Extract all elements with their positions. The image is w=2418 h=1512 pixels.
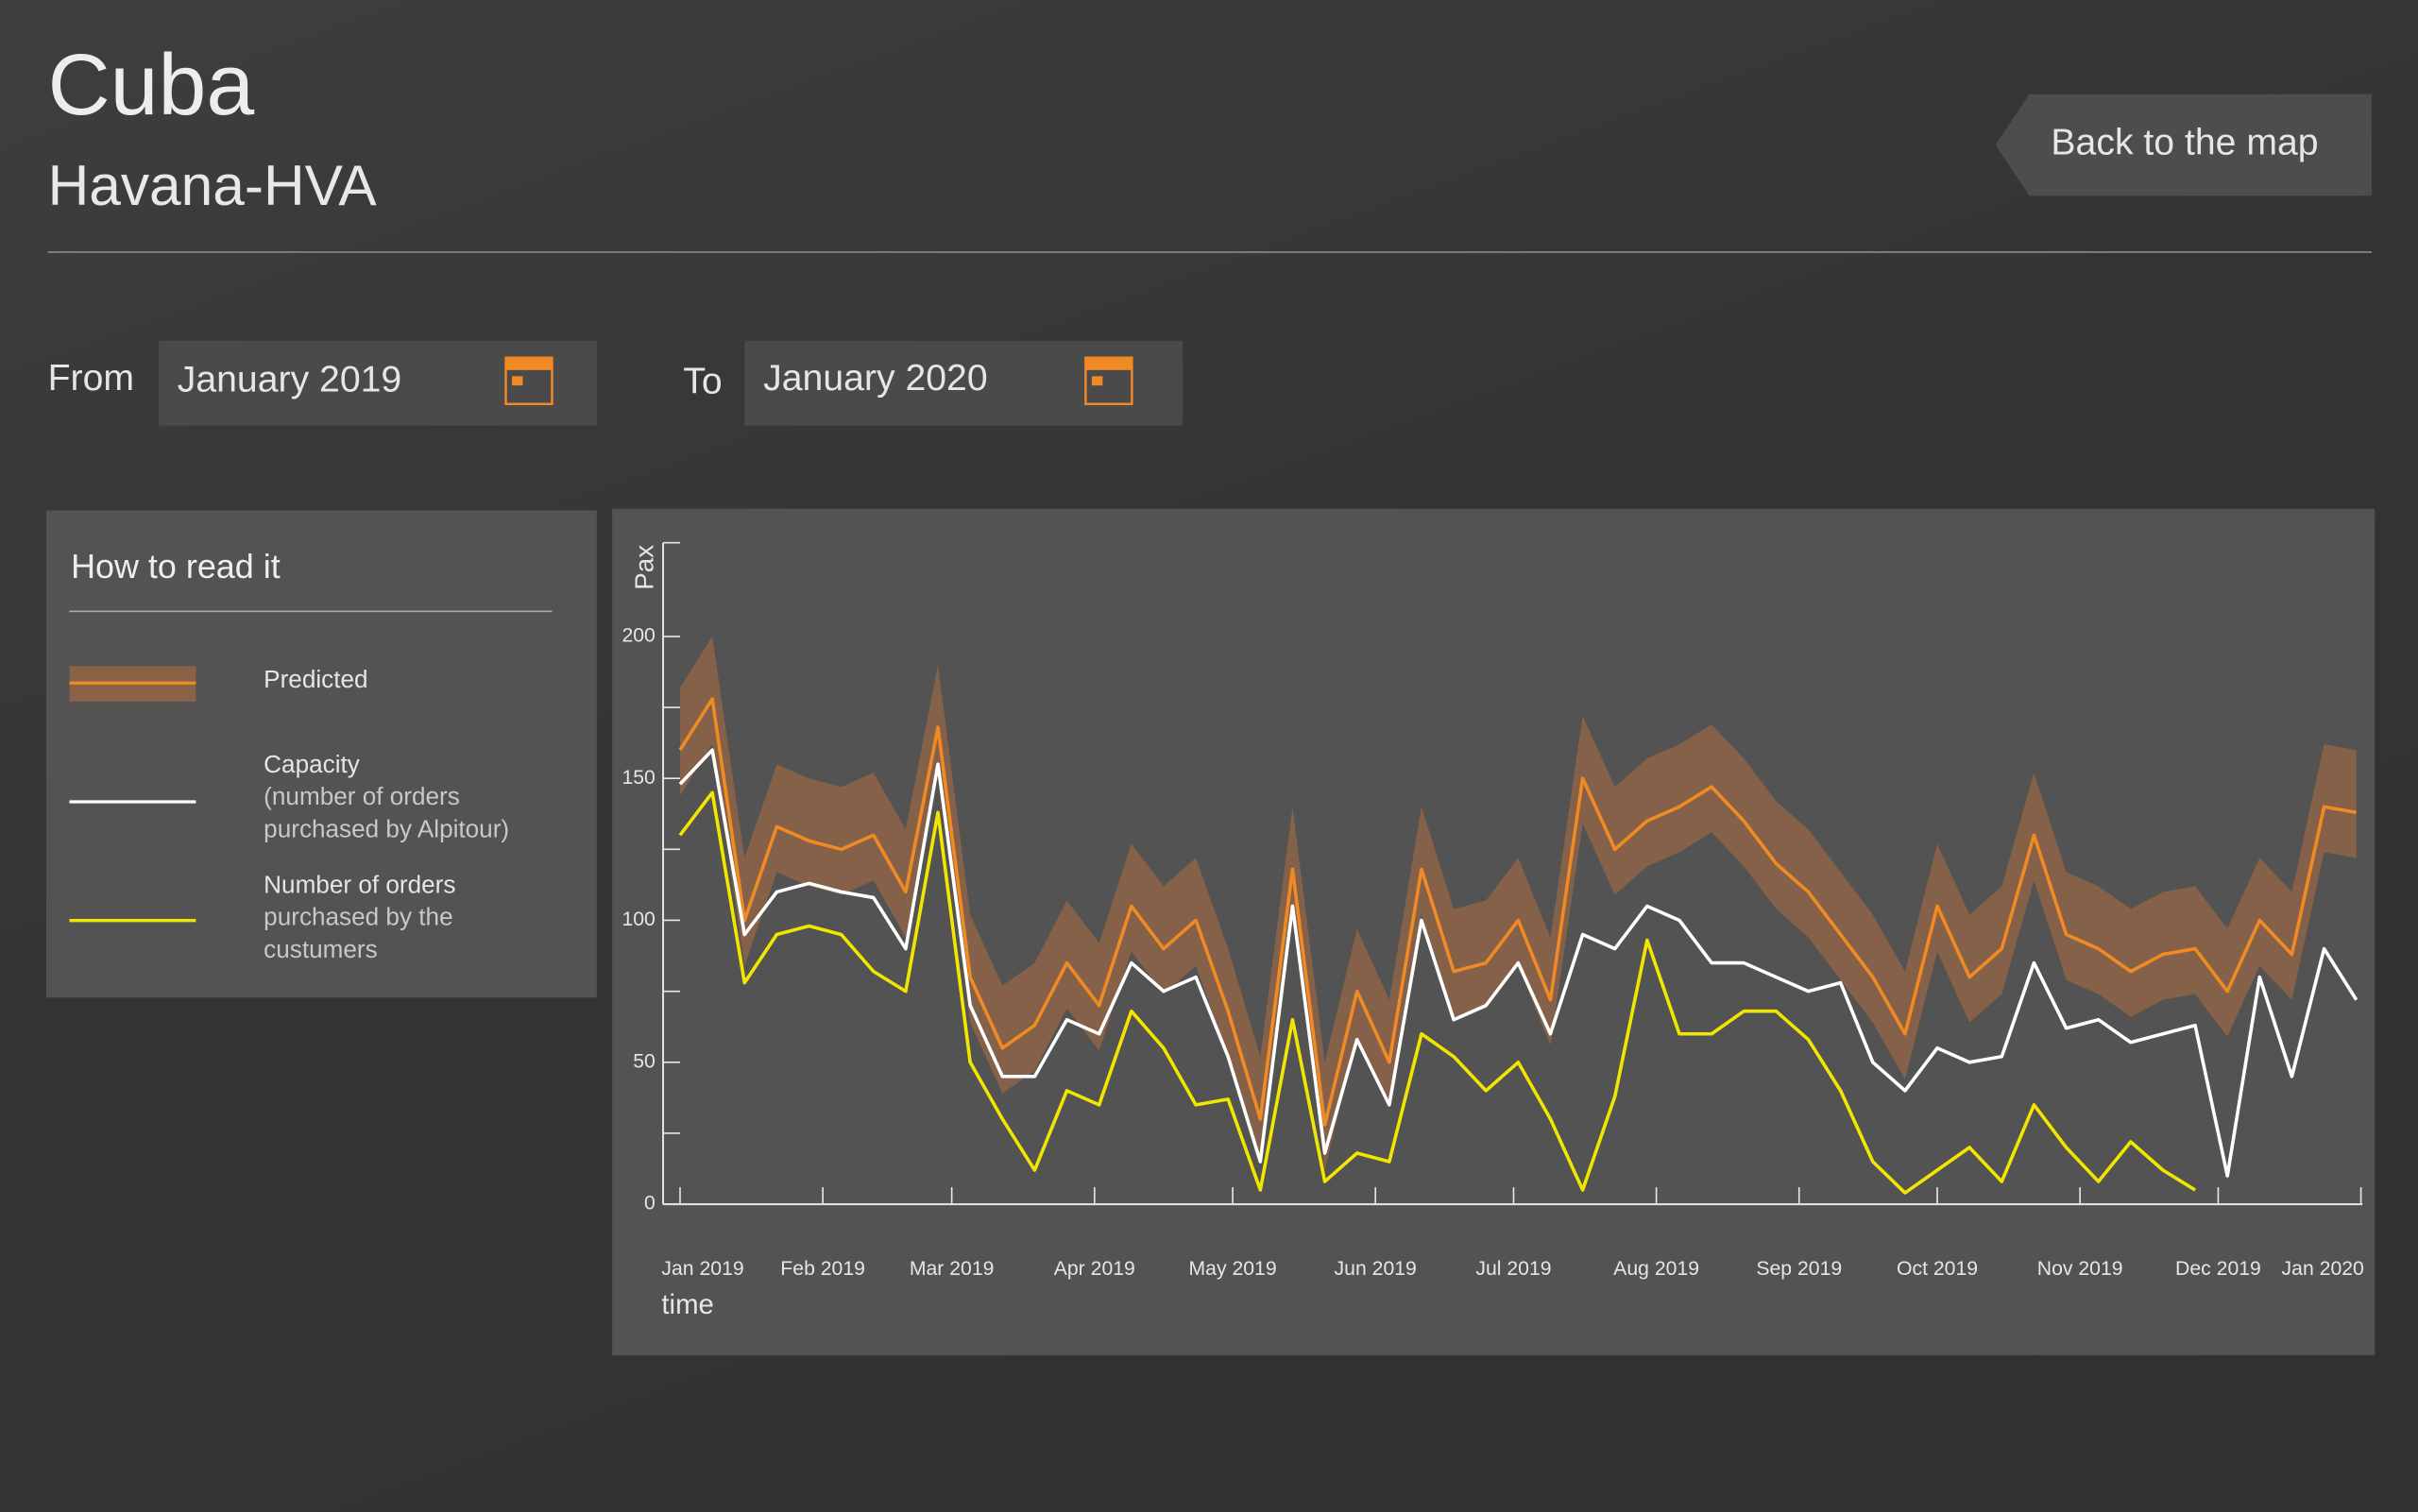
chart-panel: Pax time 0 50 100 150 200 Jan 2019 Feb 2019 Mar… xyxy=(612,508,2375,1356)
legend-description: (number of orders purchased by Alpitour) xyxy=(264,785,510,844)
x-tick-label: Feb 2019 xyxy=(780,1258,865,1280)
button-label: Back to the map xyxy=(2051,121,2319,164)
subtitle: Havana-HVA xyxy=(47,154,377,218)
x-tick-label: Mar 2019 xyxy=(910,1258,995,1280)
legend-entry: Capacity (number of orders purchased by A… xyxy=(264,749,572,846)
to-date-value: January 2020 xyxy=(763,357,988,399)
to-label: To xyxy=(683,361,723,403)
back-button[interactable]: Back to the map xyxy=(1995,93,2373,196)
legend-entry: Predicted xyxy=(264,665,572,697)
series-line xyxy=(678,790,2197,1195)
x-tick-label: Jan 2020 xyxy=(2282,1258,2364,1280)
legend-title: How to read it xyxy=(71,547,281,586)
chart: Pax time 0 50 100 150 200 Jan 2019 Feb 2019 Mar… xyxy=(622,541,2364,1320)
series-line xyxy=(678,697,2358,1127)
legend-label: Predicted xyxy=(264,667,368,694)
from-label: From xyxy=(47,357,135,399)
button-shape xyxy=(1995,93,2373,196)
x-tick-label: Apr 2019 xyxy=(1054,1258,1135,1280)
legend-description: purchased by the custumers xyxy=(264,905,453,964)
series-line xyxy=(678,748,2358,1178)
divider xyxy=(47,251,2373,253)
to-date-field[interactable]: January 2020 xyxy=(744,340,1183,426)
legend-label: Capacity xyxy=(264,752,360,779)
from-date-field[interactable]: January 2019 xyxy=(159,340,597,426)
title: Cuba xyxy=(47,35,255,133)
y-tick-label: 50 xyxy=(633,1050,656,1072)
x-tick-label: Jun 2019 xyxy=(1335,1258,1417,1280)
divider xyxy=(69,610,553,613)
x-tick-label: Jan 2019 xyxy=(661,1258,743,1280)
calendar-icon[interactable] xyxy=(504,356,553,405)
y-tick-label: 150 xyxy=(622,767,655,789)
x-tick-label: Dec 2019 xyxy=(2175,1258,2261,1280)
legend-entry: Number of orders purchased by the custume… xyxy=(264,870,495,967)
legend-swatches xyxy=(69,666,196,923)
y-tick-label: 200 xyxy=(622,625,655,647)
x-tick-label: Sep 2019 xyxy=(1756,1258,1842,1280)
legend-panel: How to read it Predicted Capacity (number… xyxy=(45,510,597,998)
y-tick-label: 100 xyxy=(622,909,655,930)
x-axis-label: time xyxy=(661,1289,714,1320)
calendar-icon[interactable] xyxy=(1084,356,1133,405)
x-tick-label: Aug 2019 xyxy=(1613,1258,1699,1280)
x-tick-label: Nov 2019 xyxy=(2037,1258,2123,1280)
prediction-band xyxy=(679,636,2357,1171)
x-tick-label: Oct 2019 xyxy=(1897,1258,1978,1280)
legend-label: Number of orders xyxy=(264,873,456,899)
from-date-value: January 2019 xyxy=(177,359,402,401)
y-axis-label: Pax xyxy=(629,545,658,590)
y-tick-label: 0 xyxy=(644,1193,656,1215)
x-tick-label: May 2019 xyxy=(1188,1258,1276,1280)
x-tick-label: Jul 2019 xyxy=(1475,1258,1551,1280)
